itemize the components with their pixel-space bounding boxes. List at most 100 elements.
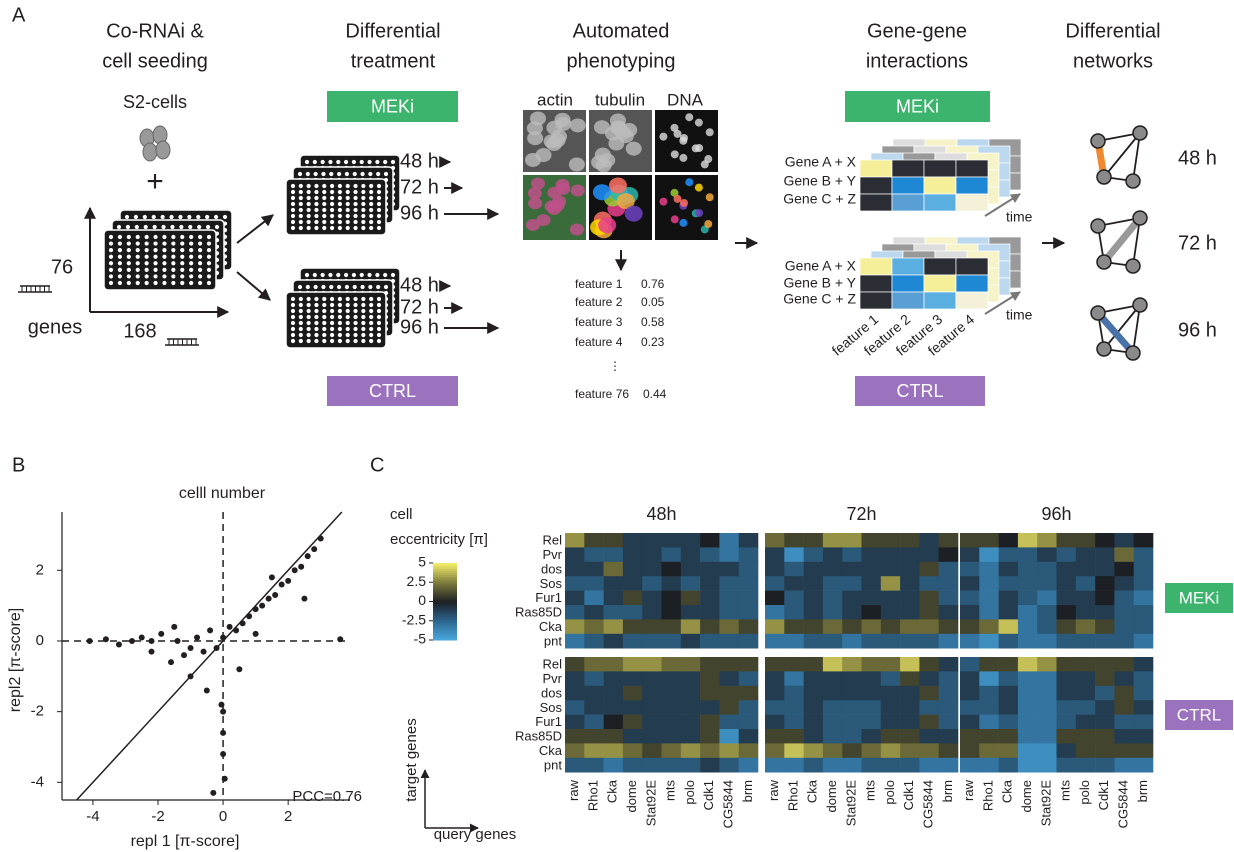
point [285,577,292,584]
well [290,183,296,189]
well [337,338,343,344]
panel-label: B [12,454,25,476]
heatmap-cell [661,671,682,687]
well [298,320,303,326]
well [313,284,318,290]
heatmap-cell [998,700,1019,715]
well [351,272,357,278]
well [170,224,175,230]
well [328,159,333,165]
heatmap-cell [784,657,804,672]
heatmap-cell [880,547,901,563]
point [220,751,227,758]
heatmap-cell [719,714,739,730]
colorbar-step [433,611,457,614]
heatmap-cell [738,685,759,701]
column-label: Rho1 [785,780,800,811]
heatmap-cell [938,700,959,715]
heatmap-cell [738,605,759,620]
heatmap-cell [622,685,643,701]
well [314,183,319,189]
heatmap-cell [765,633,785,649]
interaction-cell [955,257,989,276]
well [337,207,343,213]
interaction-cell [923,257,957,276]
heatmap-cell [565,671,585,687]
gene-pair: Gene C + Z [783,291,856,307]
row-label: dos [541,685,562,700]
heatmap-cell [1056,700,1077,715]
heatmap-cell [1133,619,1154,635]
well [144,254,149,259]
heatmap-cell [565,714,585,730]
cell-icon [155,140,171,160]
heatmap-cell [960,590,980,606]
heatmap-cell [979,700,999,715]
heatmap-cell [822,714,843,730]
colorbar-tick-label: -5 [414,631,427,647]
heatmap-cell [738,743,759,759]
heatmap-cell [680,547,701,563]
row-label: Fur1 [535,590,562,605]
network-node [1132,210,1148,226]
heatmap-cell [1037,729,1057,744]
heatmap-cell [1075,685,1096,701]
column-label: mts [663,780,678,801]
well [117,241,123,246]
segment [550,199,565,212]
heatmap-cell [565,619,585,635]
well [161,224,166,230]
heatmap-cell [719,743,739,759]
heatmap-cell [900,671,920,687]
well [189,261,194,266]
well [290,338,296,344]
well [360,284,365,290]
heatmap-cell [661,700,682,715]
well [345,225,350,231]
well [353,332,358,338]
heatmap-cell [661,576,682,591]
heatmap-cell [880,590,901,606]
well [322,302,327,308]
heatmap-cell [661,657,682,672]
well [376,195,382,201]
point [259,602,266,609]
well [376,332,382,338]
heatmap-cell [998,671,1019,687]
segment [670,188,679,197]
well [171,254,176,259]
point [220,634,227,641]
heatmap-cell [622,714,643,730]
heatmap-cell [1114,657,1134,672]
heatmap-cell [738,619,759,635]
interaction-cell [955,176,989,195]
heatmap-cell [960,700,980,715]
heatmap-cell [998,729,1019,744]
heatmap-cell [1056,657,1077,672]
point [203,687,210,694]
heatmap-cell [765,671,785,687]
well [162,248,167,253]
well [314,201,319,207]
well [337,314,343,320]
well [126,280,131,286]
well [290,308,296,314]
heatmap-cell [642,633,662,649]
interaction-cell [891,291,925,310]
heatmap-cell [938,743,959,759]
heatmap-cell [880,685,901,701]
heatmap-cell [822,757,843,773]
well [375,159,380,165]
heatmap-cell [1037,685,1057,701]
heatmap-cell [919,605,939,620]
heatmap-cell [738,757,759,773]
heatmap-cell [765,743,785,759]
point [210,789,217,796]
heatmap-cell [803,714,824,730]
heatmap-cell [1133,533,1154,548]
heatmap-cell [622,700,643,715]
heatmap-cell [822,576,843,591]
heatmap-cell [1114,590,1134,606]
nucleus [527,131,544,146]
heatmap-cell [861,590,882,606]
